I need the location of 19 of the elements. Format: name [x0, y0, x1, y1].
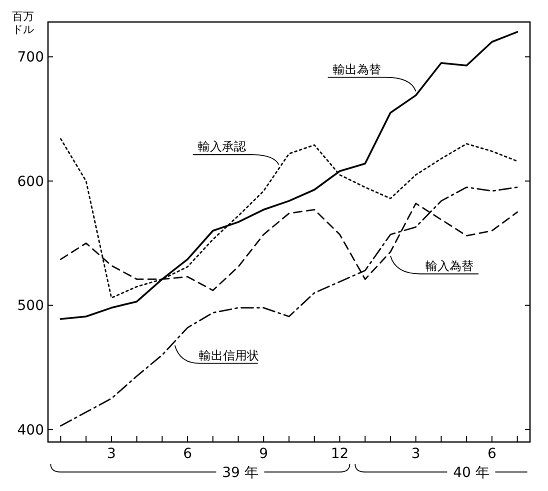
- x-tick-label: 9: [259, 446, 268, 462]
- x-tick-label: 6: [487, 446, 496, 462]
- y-axis-title: 百万ドル: [12, 10, 34, 36]
- x-tick-label: 12: [330, 446, 349, 462]
- text: 輸出為替: [332, 62, 381, 76]
- text: 輸入為替: [425, 258, 474, 273]
- x-tick-label: 3: [106, 446, 116, 462]
- series-label: 輸出信用状: [198, 348, 259, 362]
- x-tick-label: 6: [183, 446, 192, 462]
- line-series: [60, 186, 518, 427]
- text: 39 年: [222, 465, 258, 481]
- y-tick-label: 400: [17, 422, 44, 438]
- line-series: [60, 31, 518, 320]
- x-tick-label: 3: [411, 446, 420, 462]
- y-tick-label: 600: [17, 174, 44, 190]
- y-tick-label: 500: [17, 298, 44, 314]
- text: 40 年: [453, 465, 490, 481]
- text: 輸入承認: [198, 140, 246, 154]
- y-tick-label: 700: [17, 50, 44, 66]
